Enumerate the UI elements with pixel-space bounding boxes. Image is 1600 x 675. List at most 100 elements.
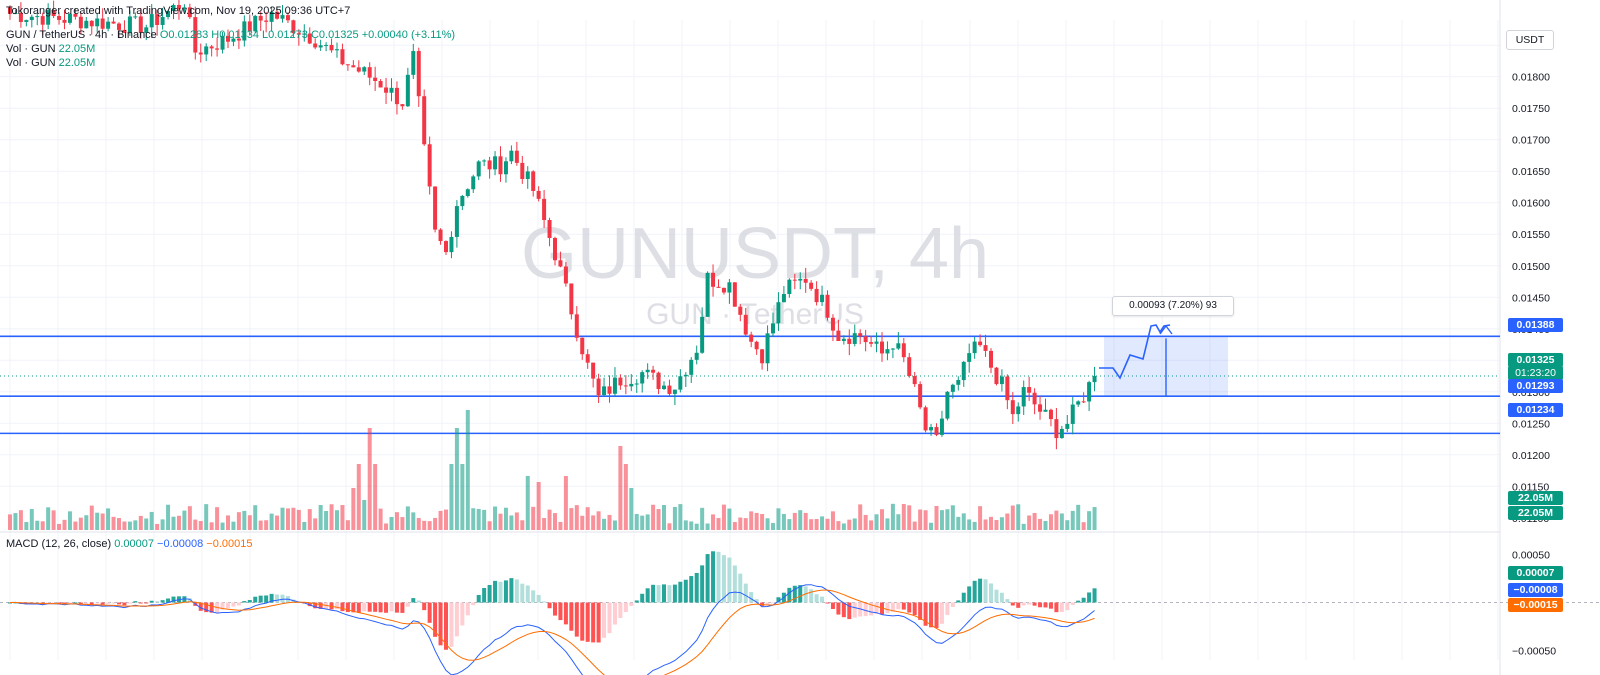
volume-bar [67,511,72,530]
macd-hist-bar [852,602,857,618]
macd-legend[interactable]: MACD (12, 26, close) 0.00007 −0.00008 −0… [6,537,252,551]
volume-bar [1043,520,1048,530]
macd-hist-bar [160,600,165,603]
volume-bar [122,521,127,530]
macd-hist-bar [111,602,116,604]
macd-hist-bar [514,579,519,603]
candle [705,272,710,317]
macd-hist-bar [574,602,579,637]
volume-legend-2[interactable]: Vol · GUN 22.05M [6,56,95,70]
macd-hist-bar [209,602,214,613]
volume-bar [972,521,977,530]
candle [503,161,508,175]
candle [471,176,476,190]
candle [678,376,683,390]
volume-bar [1087,511,1092,530]
volume-bar [607,514,612,530]
volume-bar [231,521,236,530]
macd-hist-bar [1092,588,1097,603]
volume-bar [1081,522,1086,530]
volume-bar [176,515,181,530]
macd-hist-bar [901,602,906,610]
macd-hist-bar [62,602,67,604]
macd-hist-bar [656,585,661,603]
volume-bar [591,515,596,530]
macd-hist-bar [1048,602,1053,609]
price-tick-label: 0.01700 [1512,135,1550,147]
macd-hist-bar [978,578,983,603]
candle [394,87,399,105]
volume-bar [983,519,988,530]
candle [809,282,814,289]
volume-bar [318,505,323,530]
symbol-name[interactable]: GUN / TetherUS · 4h · Binance [6,29,157,41]
macd-hist-bar [743,583,748,603]
volume-bar [8,514,12,530]
price-axis: 0.018500.018000.017500.017000.016500.016… [1512,40,1556,657]
macd-hist-bar [830,602,835,609]
candle [858,333,863,337]
candle [335,49,339,51]
candle [258,15,263,21]
currency-button[interactable]: USDT [1506,30,1554,50]
volume-bar [78,517,83,530]
volume-bar [465,410,470,530]
volume-bar [226,515,230,530]
volume-bar [841,523,846,530]
candle [1070,404,1075,424]
candle [803,278,808,283]
candle [35,16,40,18]
macd-hist-tag: 0.00007 [1508,566,1563,580]
macd-hist-bar [754,599,759,603]
macd-hist-bar [803,586,808,603]
macd-hist-bar [493,580,498,603]
macd-hist-bar [127,602,132,604]
candle [596,378,601,396]
candle [847,338,852,344]
macd-hist-bar [847,602,852,620]
macd-hist-bar [389,602,394,612]
volume-bar [275,515,280,530]
candle [721,287,726,293]
candle [738,306,743,315]
volume-bar [1038,518,1043,530]
volume-bar [73,521,78,530]
candle [465,189,470,196]
macd-hist-bar [683,579,688,603]
candle [1005,376,1010,401]
candle [961,361,966,381]
candle [122,29,127,33]
candle [318,45,323,48]
volume-bar [155,523,160,530]
volume-bar [236,512,241,530]
volume-bar [574,505,579,530]
volume-bar [160,519,165,530]
macd-hist-bar [253,596,258,603]
macd-hist-bar [580,602,585,641]
candle [438,229,443,242]
price-tick-label: 0.01250 [1512,418,1550,430]
support-resistance-levels [0,335,1500,435]
volume-bar [400,517,405,530]
macd-hist-bar [602,602,607,638]
candle [672,389,677,394]
volume-bar [498,513,503,530]
macd-hist-bar [307,602,312,607]
volume-bar [340,505,345,530]
volume-bar [896,514,901,530]
volume-bar [362,500,367,530]
volume-bar [1016,504,1021,530]
candle [760,349,765,364]
candle [814,288,819,303]
candle [176,5,181,9]
candle [367,67,372,78]
candle [880,341,884,354]
volume-bar [62,519,67,530]
volume-legend-1[interactable]: Vol · GUN 22.05M [6,42,95,56]
candle [711,272,716,287]
symbol-line: GUN / TetherUS · 4h · Binance O0.01283 H… [6,28,455,42]
candle [18,13,23,22]
candle [95,18,100,27]
volume-bar [198,521,203,530]
